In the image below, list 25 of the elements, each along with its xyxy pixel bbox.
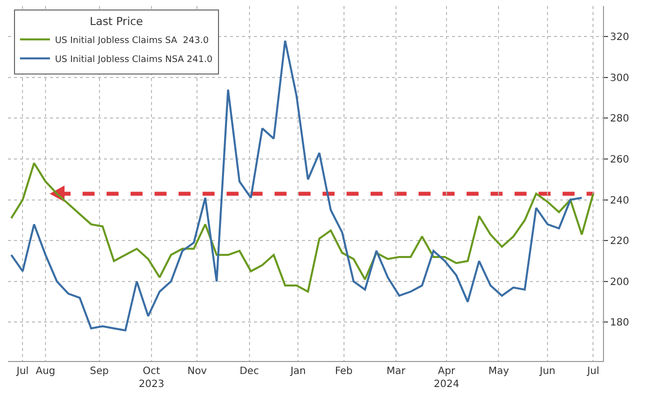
- legend-label: US Initial Jobless Claims NSA 241.0: [54, 54, 213, 65]
- x-tick-label: Jul: [586, 366, 600, 377]
- x-tick-label: May: [488, 366, 510, 377]
- y-tick-label: 220: [610, 236, 630, 248]
- y-tick-label: 300: [610, 72, 630, 84]
- x-tick-label: Apr 2024: [434, 366, 460, 390]
- y-tick-label: 260: [610, 154, 630, 166]
- x-tick-label: Sep: [90, 366, 109, 377]
- y-tick-label: 320: [610, 32, 630, 44]
- y-tick-label: 280: [610, 114, 630, 125]
- x-tick-label: Jan: [289, 366, 306, 377]
- y-tick-label: 180: [610, 318, 630, 329]
- x-tick-label: Jun: [538, 366, 556, 377]
- x-tick-label: Feb: [334, 366, 353, 377]
- y-tick-label: 240: [610, 195, 630, 206]
- x-tick-label: Jul: [16, 366, 29, 377]
- x-tick-label: Aug: [36, 366, 56, 377]
- x-tick-label: Oct 2023: [138, 366, 164, 390]
- legend-title: Last Price: [90, 14, 144, 28]
- legend-label: US Initial Jobless Claims SA 243.0: [54, 36, 209, 46]
- line-series: [10, 162, 594, 293]
- y-tick-label: 200: [610, 276, 630, 288]
- x-tick-label: Nov: [187, 366, 207, 377]
- x-tick-label: Mar: [386, 366, 406, 377]
- x-tick-label: Dec: [240, 366, 259, 377]
